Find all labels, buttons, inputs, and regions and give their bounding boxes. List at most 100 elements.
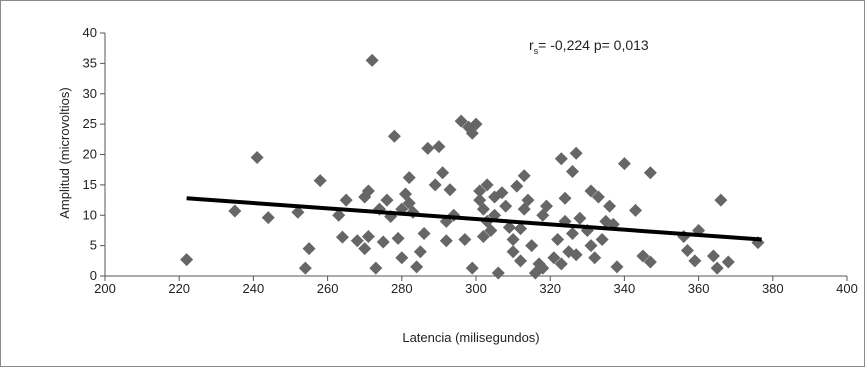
data-point — [629, 203, 643, 217]
data-point — [688, 254, 702, 268]
data-point — [395, 251, 409, 265]
x-tick-label: 240 — [243, 281, 265, 296]
x-tick-label: 300 — [465, 281, 487, 296]
trendline — [186, 196, 762, 242]
data-point — [417, 226, 431, 240]
data-point — [506, 233, 520, 247]
data-point — [710, 261, 724, 275]
data-point — [603, 199, 617, 213]
y-tick-label: 30 — [83, 86, 97, 101]
data-point — [680, 243, 694, 257]
data-point — [432, 140, 446, 154]
data-point — [547, 251, 561, 265]
x-ticks: 200 220 240 260 280 300 320 340 360 380 400 — [94, 276, 858, 296]
data-point — [636, 249, 650, 263]
data-point — [313, 174, 327, 188]
x-tick-label: 280 — [391, 281, 413, 296]
x-tick-label: 260 — [317, 281, 339, 296]
data-point — [458, 233, 472, 247]
data-point — [551, 233, 565, 247]
data-point — [706, 249, 720, 263]
data-point — [643, 166, 657, 180]
data-point — [536, 261, 550, 275]
data-point — [350, 234, 364, 248]
data-point — [365, 53, 379, 67]
data-point — [332, 208, 346, 222]
data-point — [228, 204, 242, 218]
x-tick-label: 340 — [614, 281, 636, 296]
data-point — [473, 184, 487, 198]
data-point — [514, 222, 528, 236]
data-point — [617, 157, 631, 171]
data-point — [480, 178, 494, 192]
y-tick-label: 20 — [83, 147, 97, 162]
data-point — [569, 146, 583, 160]
data-point — [484, 223, 498, 237]
data-point — [465, 261, 479, 275]
x-tick-label: 380 — [762, 281, 784, 296]
data-point — [491, 266, 505, 280]
data-point — [558, 191, 572, 205]
y-tick-label: 40 — [83, 25, 97, 40]
data-point — [514, 254, 528, 268]
data-point — [428, 178, 442, 192]
data-point — [610, 260, 624, 274]
data-point — [358, 242, 372, 256]
data-point — [380, 193, 394, 207]
data-points — [180, 53, 765, 280]
data-point — [525, 239, 539, 253]
data-point — [565, 165, 579, 179]
data-point — [443, 183, 457, 197]
data-point — [361, 230, 375, 244]
data-point — [391, 231, 405, 245]
data-point — [714, 193, 728, 207]
y-tick-label: 5 — [90, 238, 97, 253]
data-point — [413, 245, 427, 259]
x-axis-title: Latencia (milisegundos) — [402, 330, 539, 345]
data-point — [584, 239, 598, 253]
x-tick-label: 320 — [539, 281, 561, 296]
trendline-group — [186, 196, 762, 242]
data-point — [721, 255, 735, 269]
data-point — [595, 233, 609, 247]
data-point — [302, 242, 316, 256]
data-point — [376, 235, 390, 249]
data-point — [410, 260, 424, 274]
data-point — [502, 220, 516, 234]
data-point — [436, 166, 450, 180]
data-point — [387, 129, 401, 143]
correlation-annotation: rs= -0,224 p= 0,013 — [529, 37, 649, 56]
data-point — [402, 171, 416, 185]
data-point — [517, 169, 531, 183]
data-point — [510, 179, 524, 193]
data-point — [469, 117, 483, 131]
data-point — [261, 211, 275, 225]
data-point — [495, 186, 509, 200]
data-point — [521, 193, 535, 207]
data-point — [584, 184, 598, 198]
data-point — [554, 257, 568, 271]
data-point — [439, 234, 453, 248]
data-point — [476, 202, 490, 216]
y-tick-label: 25 — [83, 116, 97, 131]
data-point — [588, 251, 602, 265]
y-axis-title: Amplitud (microvoltios) — [57, 87, 72, 218]
x-tick-label: 200 — [94, 281, 116, 296]
data-point — [180, 253, 194, 267]
data-point — [591, 190, 605, 204]
y-tick-label: 35 — [83, 55, 97, 70]
data-point — [506, 245, 520, 259]
x-tick-label: 400 — [836, 281, 858, 296]
data-point — [339, 193, 353, 207]
data-point — [569, 248, 583, 262]
data-point — [361, 184, 375, 198]
y-tick-label: 10 — [83, 207, 97, 222]
data-point — [250, 151, 264, 165]
y-tick-label: 15 — [83, 177, 97, 192]
y-tick-label: 0 — [90, 268, 97, 283]
data-point — [421, 141, 435, 155]
data-point — [369, 261, 383, 275]
data-point — [454, 114, 468, 128]
